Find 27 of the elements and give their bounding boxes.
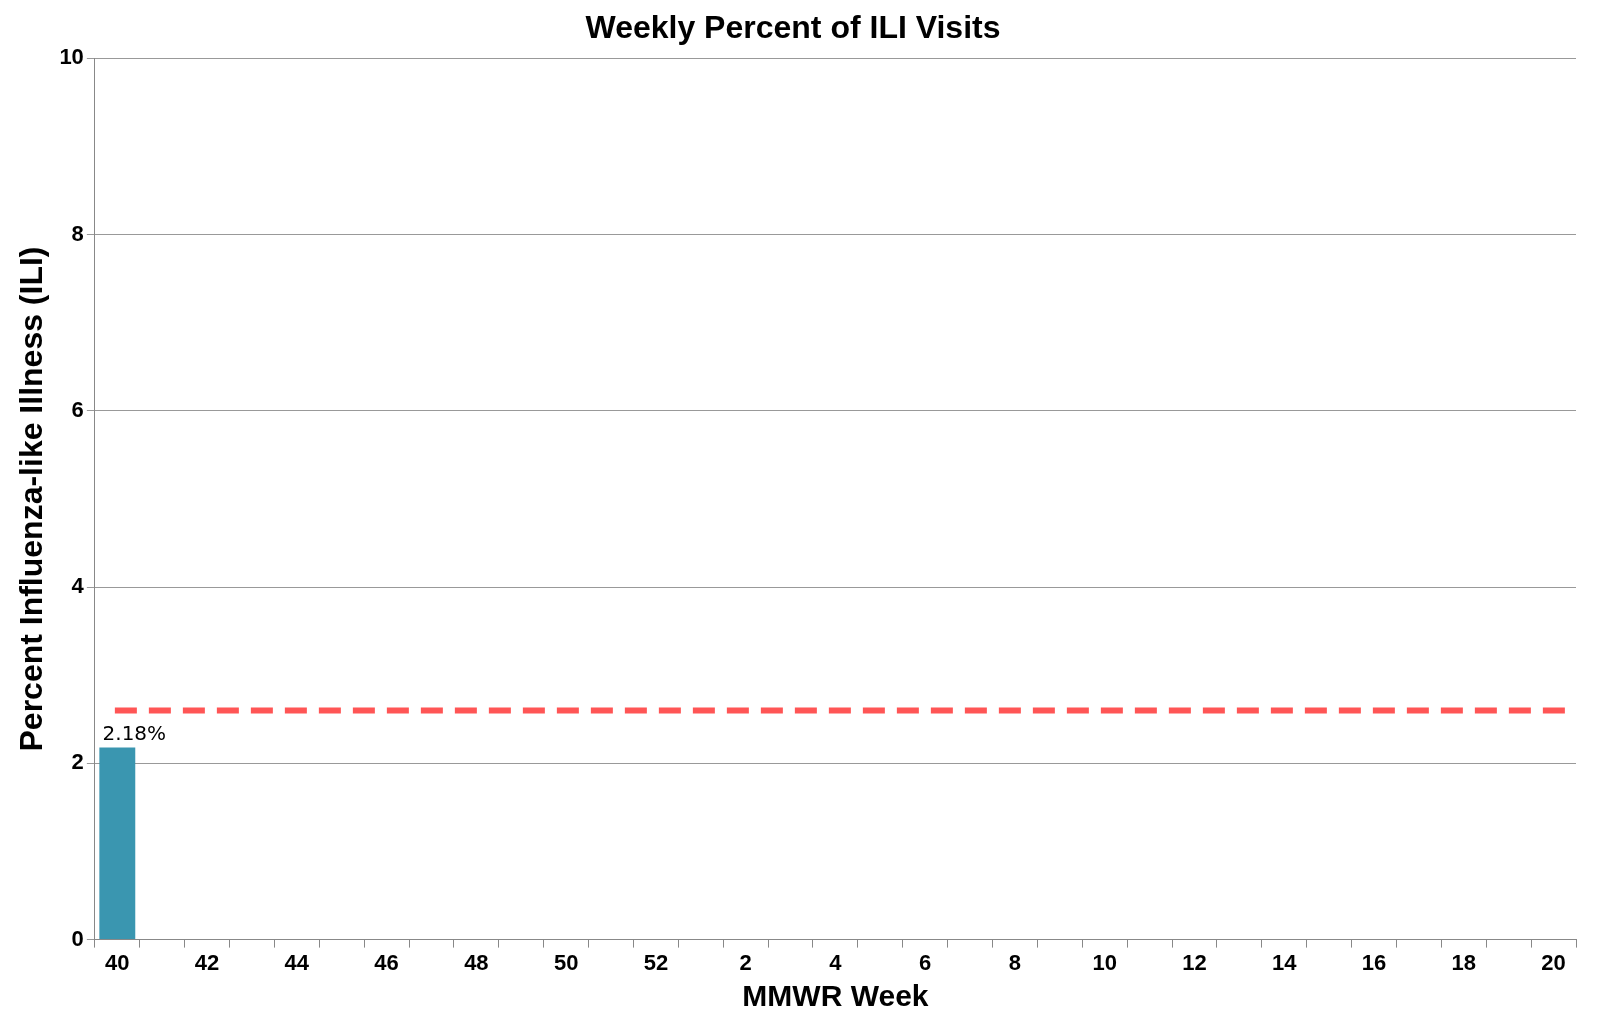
y-axis-title: Percent Influenza-like Illness (ILI) [13, 246, 50, 752]
y-tick-label: 0 [71, 925, 84, 951]
y-tick-label: 10 [59, 44, 84, 70]
x-tick-label: 2 [739, 949, 752, 975]
y-tick-label: 4 [71, 573, 85, 599]
x-tick-label: 16 [1361, 949, 1387, 975]
data-label: 2.18% [102, 720, 167, 745]
x-tick-label: 48 [464, 949, 489, 975]
x-tick-label: 4 [829, 949, 843, 975]
chart-title: Weekly Percent of ILI Visits [585, 9, 1001, 46]
x-tick-label: 52 [643, 949, 669, 975]
x-tick-label: 14 [1272, 949, 1298, 975]
x-axis-title: MMWR Week [742, 979, 929, 1013]
x-tick-label: 10 [1092, 949, 1117, 975]
x-tick-label: 40 [105, 949, 130, 975]
x-tick-label: 8 [1008, 949, 1022, 975]
x-tick-label: 44 [284, 949, 310, 975]
y-tick-label: 8 [71, 220, 84, 246]
x-tick-label: 42 [194, 949, 220, 975]
x-tick-label: 18 [1451, 949, 1477, 975]
x-tick-label: 6 [919, 949, 932, 975]
y-tick-label: 2 [71, 749, 84, 775]
x-tick-label: 12 [1182, 949, 1207, 975]
x-tick-label: 20 [1541, 949, 1566, 975]
y-tick-label: 6 [71, 396, 84, 422]
x-tick-label: 50 [553, 949, 579, 975]
x-tick-label: 46 [374, 949, 399, 975]
